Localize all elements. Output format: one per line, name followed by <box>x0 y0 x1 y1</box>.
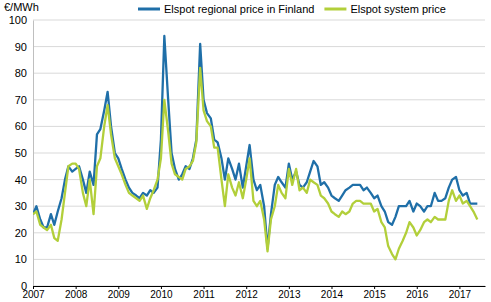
plot-area <box>33 36 477 259</box>
y-tick: 70 <box>15 94 33 106</box>
x-tick-label: 2016 <box>406 289 429 300</box>
legend-swatch <box>324 8 346 11</box>
x-tick-label: 2013 <box>278 289 301 300</box>
x-tick: 2017 <box>449 286 472 300</box>
grid-line <box>33 206 485 207</box>
grid-line <box>33 179 485 180</box>
x-tick: 2010 <box>150 286 173 300</box>
y-tick: 60 <box>15 120 33 132</box>
y-tick-label: 30 <box>15 200 27 212</box>
x-tick-label: 2010 <box>150 289 173 300</box>
y-tick: 100 <box>9 14 33 26</box>
y-tick-label: 50 <box>15 147 27 159</box>
x-tick-label: 2009 <box>108 289 131 300</box>
x-tick: 2013 <box>278 286 301 300</box>
y-tick: 20 <box>15 227 33 239</box>
x-tick: 2012 <box>236 286 259 300</box>
y-tick-label: 100 <box>9 14 27 26</box>
x-tick-label: 2007 <box>22 289 45 300</box>
chart: 0102030405060708090100200720082009201020… <box>0 0 491 302</box>
grid-line <box>33 259 485 260</box>
y-tick: 50 <box>15 147 33 159</box>
x-tick: 2009 <box>108 286 131 300</box>
y-tick-label: 10 <box>15 253 27 265</box>
grid <box>33 20 485 286</box>
y-tick-label: 40 <box>15 174 27 186</box>
series-line <box>33 36 477 249</box>
y-tick: 10 <box>15 253 33 265</box>
y-tick: 40 <box>15 174 33 186</box>
x-tick-label: 2012 <box>236 289 259 300</box>
y-axis: 0102030405060708090100 <box>9 14 34 292</box>
x-tick-label: 2014 <box>321 289 344 300</box>
x-axis: 2007 2008 2009 2010 2011 2012 2013 2014 2015 2016… <box>22 286 485 300</box>
x-tick: 2008 <box>65 286 88 300</box>
grid-line <box>33 46 485 47</box>
y-tick-label: 90 <box>15 41 27 53</box>
x-tick-label: 2015 <box>364 289 387 300</box>
y-axis-line <box>33 21 34 287</box>
legend-label: Elspot system price <box>350 3 445 15</box>
y-tick-label: 80 <box>15 67 27 79</box>
series-line <box>33 68 477 260</box>
legend: Elspot regional price in Finland Elspot s… <box>138 3 446 15</box>
y-tick: 90 <box>15 41 33 53</box>
legend-label: Elspot regional price in Finland <box>164 3 314 15</box>
y-tick: 80 <box>15 67 33 79</box>
x-tick: 2011 <box>193 286 215 300</box>
y-tick: 30 <box>15 200 33 212</box>
y-tick-label: 60 <box>15 120 27 132</box>
x-tick-label: 2008 <box>65 289 88 300</box>
grid-line <box>33 73 485 74</box>
x-tick: 2015 <box>364 286 387 300</box>
x-tick-label: 2017 <box>449 289 472 300</box>
grid-line <box>33 20 485 21</box>
y-tick-label: 70 <box>15 94 27 106</box>
x-tick: 2016 <box>406 286 429 300</box>
x-tick: 2014 <box>321 286 344 300</box>
x-tick-label: 2011 <box>193 289 215 300</box>
legend-swatch <box>138 8 160 11</box>
y-axis-title: €/MWh <box>4 1 39 13</box>
x-tick: 2007 <box>22 286 45 300</box>
grid-line <box>33 99 485 100</box>
y-tick-label: 20 <box>15 227 27 239</box>
